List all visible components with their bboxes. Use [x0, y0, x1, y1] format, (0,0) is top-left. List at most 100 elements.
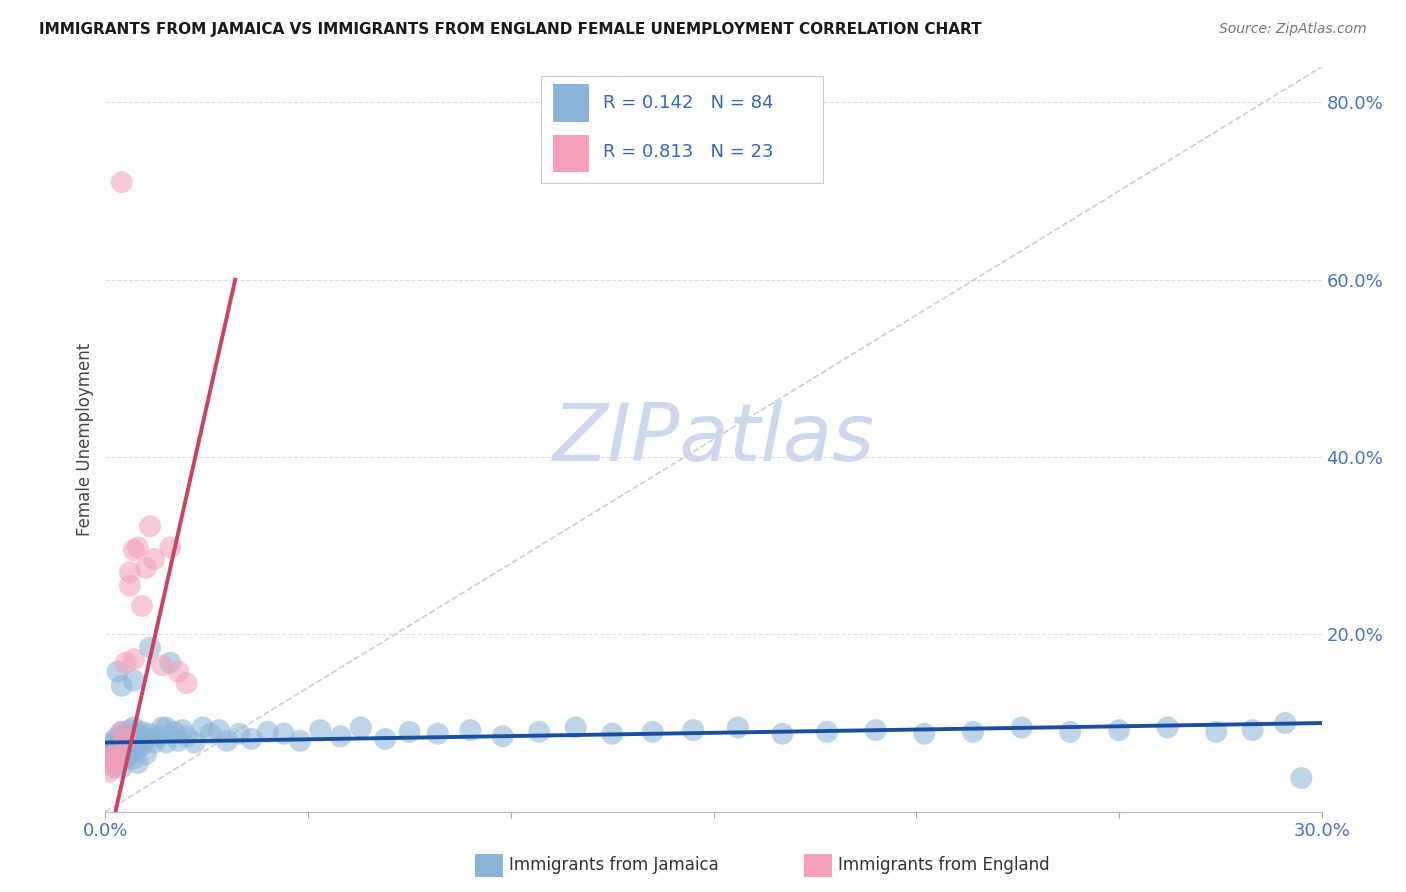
- Point: [139, 640, 162, 655]
- Point: [865, 723, 887, 738]
- Point: [107, 747, 129, 761]
- Point: [118, 723, 141, 738]
- Point: [103, 742, 125, 756]
- Point: [240, 731, 263, 746]
- Point: [256, 725, 278, 739]
- Point: [111, 735, 134, 749]
- Point: [1059, 725, 1081, 739]
- Point: [273, 727, 295, 741]
- Point: [163, 725, 186, 739]
- Point: [155, 721, 177, 735]
- Point: [288, 733, 311, 747]
- Point: [111, 760, 134, 774]
- Point: [107, 730, 129, 744]
- Point: [1108, 723, 1130, 738]
- Text: R = 0.142   N = 84: R = 0.142 N = 84: [603, 95, 773, 112]
- Point: [1205, 725, 1227, 739]
- Point: [682, 723, 704, 738]
- Point: [176, 730, 198, 744]
- Point: [228, 727, 250, 741]
- Point: [107, 756, 129, 770]
- Point: [131, 599, 153, 613]
- Point: [127, 756, 149, 770]
- Point: [150, 658, 173, 673]
- Point: [309, 723, 332, 738]
- Point: [772, 727, 794, 741]
- Point: [103, 749, 125, 764]
- Point: [98, 738, 121, 752]
- Point: [107, 753, 129, 767]
- Point: [114, 727, 136, 741]
- Point: [111, 175, 134, 189]
- Point: [208, 723, 231, 738]
- Point: [103, 753, 125, 767]
- Point: [98, 756, 121, 770]
- Point: [111, 744, 134, 758]
- Point: [155, 735, 177, 749]
- Point: [600, 727, 623, 741]
- Point: [122, 721, 145, 735]
- Point: [111, 679, 134, 693]
- Point: [139, 519, 162, 533]
- Point: [127, 740, 149, 755]
- Point: [98, 756, 121, 770]
- Point: [374, 731, 396, 746]
- Point: [114, 751, 136, 765]
- Point: [135, 561, 157, 575]
- Point: [191, 721, 214, 735]
- Point: [529, 725, 551, 739]
- Point: [962, 725, 984, 739]
- Point: [200, 727, 222, 741]
- Point: [183, 735, 205, 749]
- Text: R = 0.813   N = 23: R = 0.813 N = 23: [603, 144, 773, 161]
- Point: [492, 730, 515, 744]
- Point: [727, 721, 749, 735]
- Point: [150, 721, 173, 735]
- Y-axis label: Female Unemployment: Female Unemployment: [76, 343, 94, 536]
- Point: [111, 725, 134, 739]
- Point: [176, 676, 198, 690]
- Point: [118, 747, 141, 761]
- Point: [139, 727, 162, 741]
- Point: [122, 751, 145, 765]
- Point: [114, 731, 136, 746]
- Point: [143, 552, 166, 566]
- Point: [118, 566, 141, 580]
- Point: [458, 723, 481, 738]
- Point: [114, 731, 136, 746]
- Point: [118, 735, 141, 749]
- Point: [398, 725, 420, 739]
- Point: [127, 541, 149, 555]
- Point: [103, 733, 125, 747]
- Point: [114, 740, 136, 755]
- Point: [1241, 723, 1264, 738]
- Bar: [553, 135, 589, 172]
- Point: [131, 738, 153, 752]
- Point: [107, 738, 129, 752]
- Point: [107, 744, 129, 758]
- Point: [131, 725, 153, 739]
- Point: [103, 760, 125, 774]
- Text: ZIPatlas: ZIPatlas: [553, 401, 875, 478]
- Point: [426, 727, 449, 741]
- Point: [167, 665, 190, 679]
- Text: Immigrants from England: Immigrants from England: [838, 856, 1050, 874]
- Point: [1291, 771, 1313, 785]
- Text: IMMIGRANTS FROM JAMAICA VS IMMIGRANTS FROM ENGLAND FEMALE UNEMPLOYMENT CORRELATI: IMMIGRANTS FROM JAMAICA VS IMMIGRANTS FR…: [39, 22, 981, 37]
- Point: [143, 735, 166, 749]
- Point: [1274, 716, 1296, 731]
- Point: [111, 725, 134, 739]
- Point: [107, 665, 129, 679]
- Point: [159, 656, 181, 670]
- Point: [103, 758, 125, 772]
- Point: [98, 744, 121, 758]
- Point: [122, 673, 145, 688]
- Point: [98, 764, 121, 779]
- Bar: [553, 85, 589, 122]
- Point: [912, 727, 935, 741]
- Point: [329, 730, 352, 744]
- Point: [122, 543, 145, 558]
- Point: [172, 723, 194, 738]
- Text: Immigrants from Jamaica: Immigrants from Jamaica: [509, 856, 718, 874]
- Point: [167, 733, 190, 747]
